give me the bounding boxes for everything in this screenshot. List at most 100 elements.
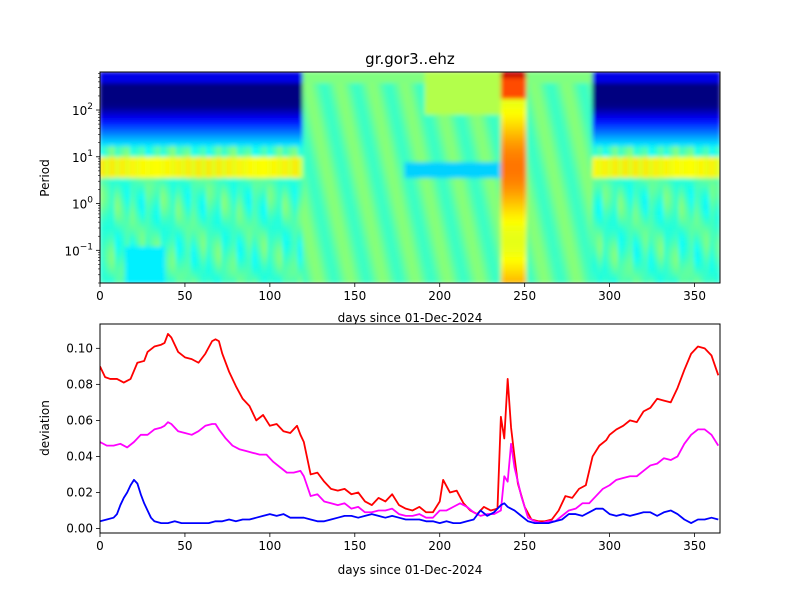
heatmap-cell	[480, 203, 487, 210]
heatmap-cell	[622, 166, 630, 173]
heatmap-cell	[541, 277, 548, 283]
heatmap-cell	[612, 176, 619, 184]
x-tick-label: 150	[343, 539, 366, 553]
heatmap-cell	[633, 198, 640, 205]
heatmap-cell	[592, 261, 599, 268]
heatmap-cell	[663, 261, 670, 268]
heatmap-cell	[277, 103, 284, 110]
heatmap-cell	[505, 224, 513, 231]
heatmap-cell	[267, 224, 274, 231]
x-tick-label: 100	[258, 539, 281, 553]
heatmap-cell	[328, 166, 335, 173]
heatmap-cell	[328, 203, 335, 210]
heatmap-cell	[241, 145, 248, 152]
heatmap-cell	[373, 250, 381, 258]
heatmap-cell	[536, 277, 543, 283]
heatmap-cell	[460, 229, 467, 237]
heatmap-cell	[231, 81, 238, 89]
heatmap-cell	[511, 245, 518, 252]
heatmap-cell	[475, 245, 482, 252]
heatmap-cell	[485, 219, 492, 226]
heatmap-cell	[343, 203, 350, 210]
heatmap-cell	[643, 224, 650, 231]
heatmap-cell	[424, 192, 431, 200]
heatmap-cell	[475, 256, 482, 263]
heatmap-cell	[643, 108, 650, 115]
heatmap-cell	[333, 92, 340, 99]
heatmap-cell	[292, 129, 299, 136]
heatmap-cell	[323, 182, 330, 189]
heatmap-cell	[455, 219, 462, 226]
heatmap-cell	[231, 150, 238, 158]
heatmap-cell	[566, 234, 574, 242]
heatmap-cell	[236, 203, 243, 210]
heatmap-cell	[221, 150, 228, 158]
heatmap-cell	[378, 108, 386, 115]
heatmap-cell	[475, 155, 482, 163]
heatmap-cell	[536, 229, 543, 237]
heatmap-cell	[556, 108, 564, 115]
heatmap-cell	[485, 208, 492, 216]
heatmap-cell	[226, 161, 233, 168]
heatmap-cell	[561, 108, 569, 115]
heatmap-cell	[439, 256, 447, 263]
heatmap-cell	[195, 277, 203, 283]
heatmap-cell	[231, 176, 238, 184]
heatmap-cell	[190, 118, 198, 126]
heatmap-cell	[460, 171, 467, 179]
heatmap-cell	[404, 124, 411, 131]
heatmap-cell	[383, 219, 391, 226]
heatmap-cell	[597, 250, 604, 258]
heatmap-cell	[100, 113, 106, 121]
heatmap-cell	[140, 129, 147, 136]
heatmap-cell	[480, 187, 487, 194]
heatmap-cell	[561, 155, 569, 163]
heatmap-cell	[216, 113, 223, 121]
heatmap-cell	[100, 150, 106, 158]
heatmap-cell	[475, 161, 482, 168]
heatmap-cell	[495, 208, 503, 216]
heatmap-cell	[526, 81, 533, 89]
heatmap-cell	[114, 187, 121, 194]
heatmap-cell	[119, 145, 127, 152]
heatmap-cell	[678, 108, 686, 115]
heatmap-cell	[190, 234, 198, 242]
heatmap-cell	[673, 277, 680, 283]
heatmap-cell	[653, 182, 660, 189]
heatmap-cell	[572, 161, 579, 168]
heatmap-cell	[287, 187, 294, 194]
heatmap-cell	[521, 182, 528, 189]
heatmap-cell	[526, 277, 533, 283]
heatmap-cell	[541, 150, 548, 158]
heatmap-cell	[251, 224, 259, 231]
heatmap-cell	[693, 87, 701, 94]
heatmap-cell	[241, 198, 248, 205]
heatmap-cell	[450, 103, 457, 110]
heatmap-cell	[546, 234, 553, 242]
heatmap-cell	[312, 134, 320, 142]
heatmap-cell	[602, 229, 609, 237]
heatmap-cell	[302, 250, 309, 258]
heatmap-cell	[323, 129, 330, 136]
heatmap-cell	[155, 103, 162, 110]
heatmap-cell	[633, 271, 640, 279]
heatmap-cell	[216, 155, 223, 163]
heatmap-cell	[714, 219, 720, 226]
heatmap-cell	[709, 161, 716, 168]
heatmap-cell	[368, 176, 376, 184]
heatmap-cell	[389, 113, 396, 121]
heatmap-cell	[383, 256, 391, 263]
heatmap-cell	[256, 203, 264, 210]
heatmap-cell	[267, 245, 274, 252]
heatmap-cell	[434, 145, 442, 152]
heatmap-cell	[521, 139, 528, 147]
heatmap-cell	[150, 103, 157, 110]
heatmap-cell	[272, 72, 279, 78]
heatmap-cell	[572, 256, 579, 263]
heatmap-cell	[343, 277, 350, 283]
heatmap-cell	[338, 208, 345, 216]
heatmap-cell	[622, 229, 630, 237]
heatmap-cell	[211, 129, 218, 136]
heatmap-cell	[353, 150, 360, 158]
heatmap-cell	[109, 240, 116, 247]
